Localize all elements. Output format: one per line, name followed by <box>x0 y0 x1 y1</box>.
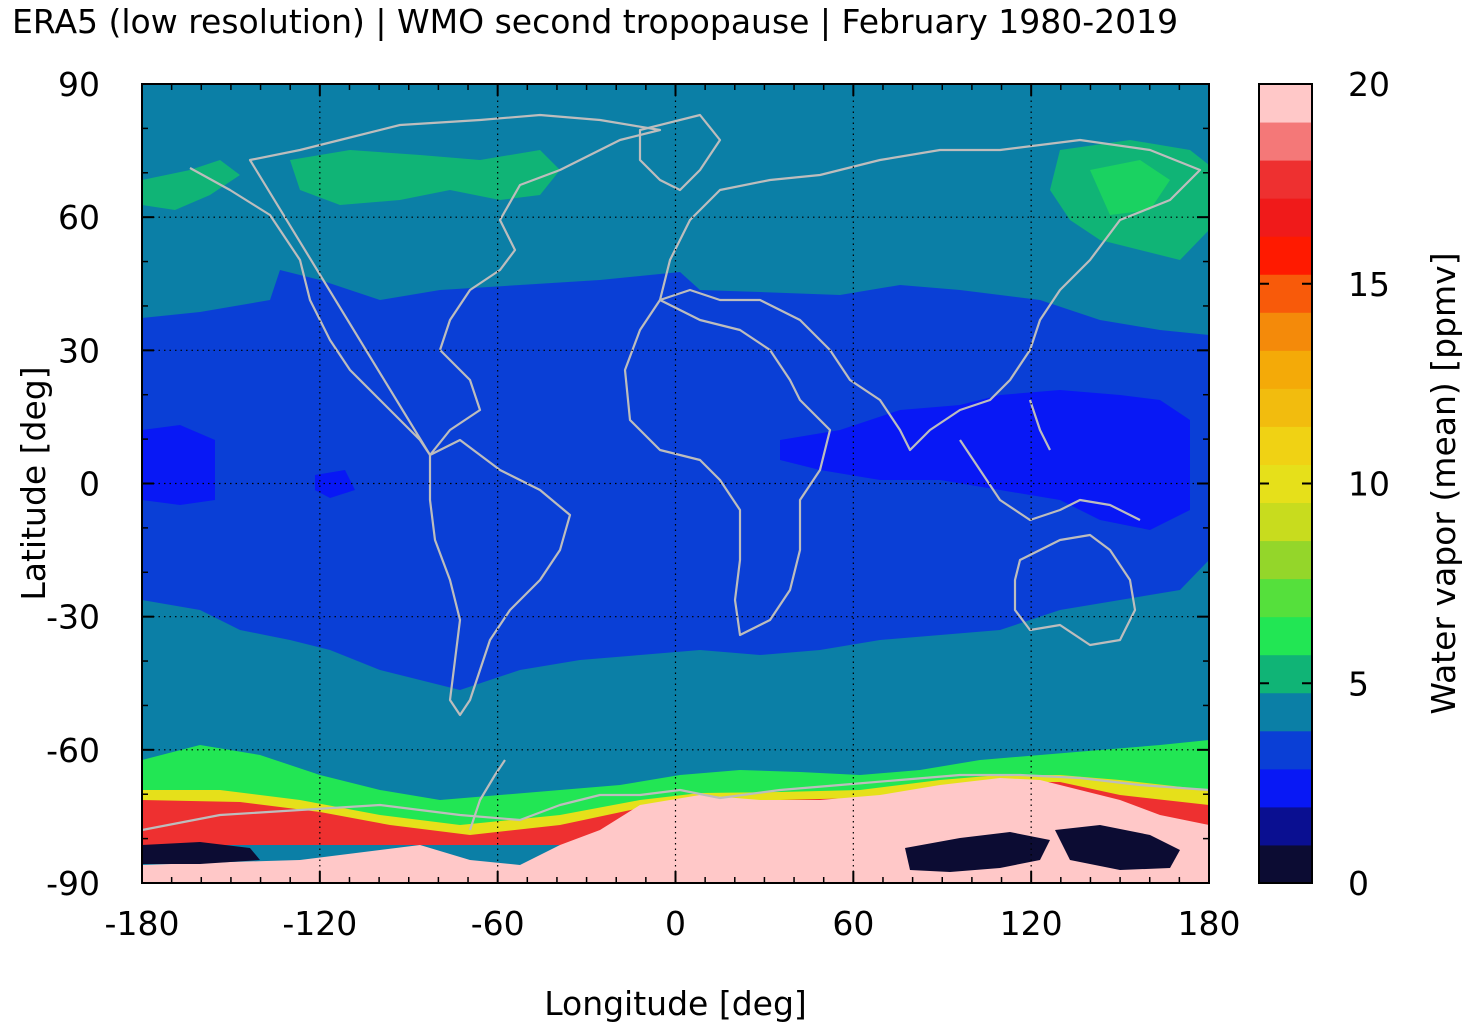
colorbar-tick-label: 0 <box>1348 864 1369 903</box>
y-tick-label: 60 <box>58 198 100 237</box>
y-tick-label: 30 <box>58 331 100 370</box>
colorbar-swatch <box>1259 84 1312 123</box>
colorbar-swatch <box>1259 844 1312 884</box>
x-tick-label: 0 <box>665 904 686 943</box>
colorbar-swatch <box>1259 540 1312 580</box>
coast-eurasia-africa <box>658 138 1202 452</box>
x-axis-title: Longitude [deg] <box>544 984 807 1023</box>
colorbar-swatch <box>1259 502 1312 542</box>
colorbar-swatch <box>1259 236 1312 275</box>
y-tick-label: -90 <box>46 864 100 903</box>
y-tick-label: 90 <box>58 65 100 104</box>
coast-antarctic-peninsula <box>468 759 506 831</box>
coast-antarctica <box>142 773 1209 832</box>
y-tick-label: -30 <box>46 598 100 637</box>
colorbar-swatch <box>1259 426 1312 465</box>
coast-australia <box>1013 533 1137 647</box>
colorbar-swatch <box>1259 768 1312 808</box>
colorbar-tick-label: 5 <box>1348 664 1369 703</box>
colorbar-tick-label: 15 <box>1348 265 1390 304</box>
chart-title: ERA5 (low resolution) | WMO second tropo… <box>12 2 1179 41</box>
x-tick-label: -120 <box>282 904 357 943</box>
x-tick-label: 60 <box>832 904 874 943</box>
colorbar-swatch <box>1259 198 1312 237</box>
colorbar-swatch <box>1259 350 1312 389</box>
colorbar-swatch <box>1259 578 1312 618</box>
colorbar-swatch <box>1259 312 1312 351</box>
colorbar-swatch <box>1259 160 1312 199</box>
coastlines <box>142 113 1209 832</box>
colorbar-swatch <box>1259 806 1312 846</box>
colorbar-swatch <box>1259 654 1312 694</box>
gridlines <box>142 84 1209 883</box>
y-axis-title: Latitude [deg] <box>14 366 53 600</box>
coast-north-america <box>189 113 662 457</box>
tropical-deep-blue-east <box>142 425 215 505</box>
arctic-green-patch-1 <box>142 160 240 210</box>
tropical-deep-blue-core <box>780 390 1190 530</box>
coast-south-america <box>428 438 572 717</box>
colorbar-swatch <box>1259 388 1312 427</box>
antarctic-dark-void-1 <box>905 832 1050 872</box>
coast-africa <box>623 298 832 637</box>
antarctic-dark-void-3 <box>142 842 260 864</box>
colorbar-label: Water vapor (mean) [ppmv] <box>1424 252 1463 714</box>
colorbar-swatch <box>1259 730 1312 770</box>
antarctic-dark-void-2 <box>1055 825 1180 870</box>
x-tick-label: 180 <box>1178 904 1241 943</box>
colorbar: 0 5 10 15 20 Water vapor (mean) [ppmv] <box>1258 65 1463 903</box>
x-tick-label: -180 <box>105 904 180 943</box>
colorbar-swatch <box>1259 122 1312 161</box>
x-tick-label: -60 <box>471 904 525 943</box>
colorbar-tick-label: 10 <box>1348 465 1390 504</box>
colorbar-swatch <box>1259 692 1312 732</box>
axes: -180 -120 -60 0 60 120 180 90 60 30 0 -30 -60 -90 Long… <box>14 65 1241 1023</box>
colorbar-tick-label: 20 <box>1348 65 1390 104</box>
colorbar-swatch <box>1259 616 1312 656</box>
y-tick-label: 0 <box>79 465 100 504</box>
y-tick-label: -60 <box>46 731 100 770</box>
arctic-green-patch-4 <box>1090 160 1170 215</box>
arctic-green-patch-2 <box>290 150 560 205</box>
coast-greenland <box>638 113 722 192</box>
colorbar-swatch <box>1259 274 1312 313</box>
x-tick-label: 120 <box>1000 904 1063 943</box>
coast-southeast-asia <box>959 399 1141 522</box>
